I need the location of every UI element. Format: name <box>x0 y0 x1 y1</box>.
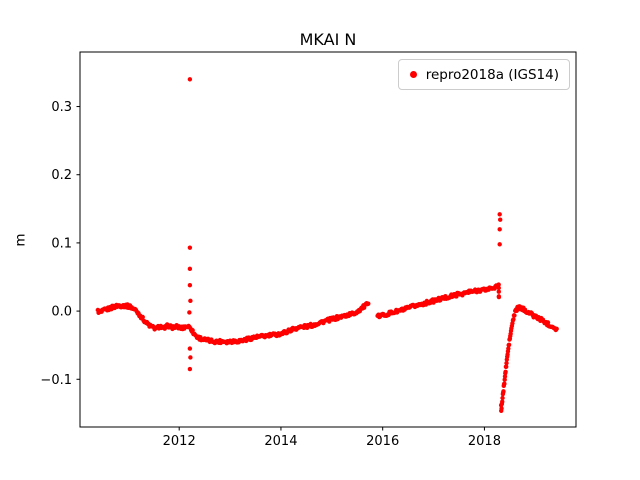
legend: repro2018a (IGS14) <box>397 59 570 90</box>
legend-marker-dot <box>409 71 417 78</box>
x-tick-label: 2012 <box>163 434 196 449</box>
y-tick-label: −0.1 <box>40 373 72 388</box>
axes-frame <box>79 51 577 428</box>
x-tick-label: 2018 <box>468 434 501 449</box>
y-axis-ticks: −0.1 0.0 0.1 0.2 0.3 <box>40 100 80 388</box>
y-tick-label: 0.0 <box>51 305 72 320</box>
y-tick-label: 0.2 <box>51 168 72 183</box>
y-tick-label: 0.1 <box>51 236 72 251</box>
legend-label: repro2018a (IGS14) <box>425 66 559 83</box>
x-tick-label: 2014 <box>264 434 297 449</box>
y-tick-label: 0.3 <box>51 100 72 115</box>
x-tick-label: 2016 <box>366 434 399 449</box>
x-axis-ticks: 2012 2014 2016 2018 <box>163 427 501 449</box>
chart-title: MKAI N <box>299 30 357 49</box>
data-points <box>95 77 559 413</box>
